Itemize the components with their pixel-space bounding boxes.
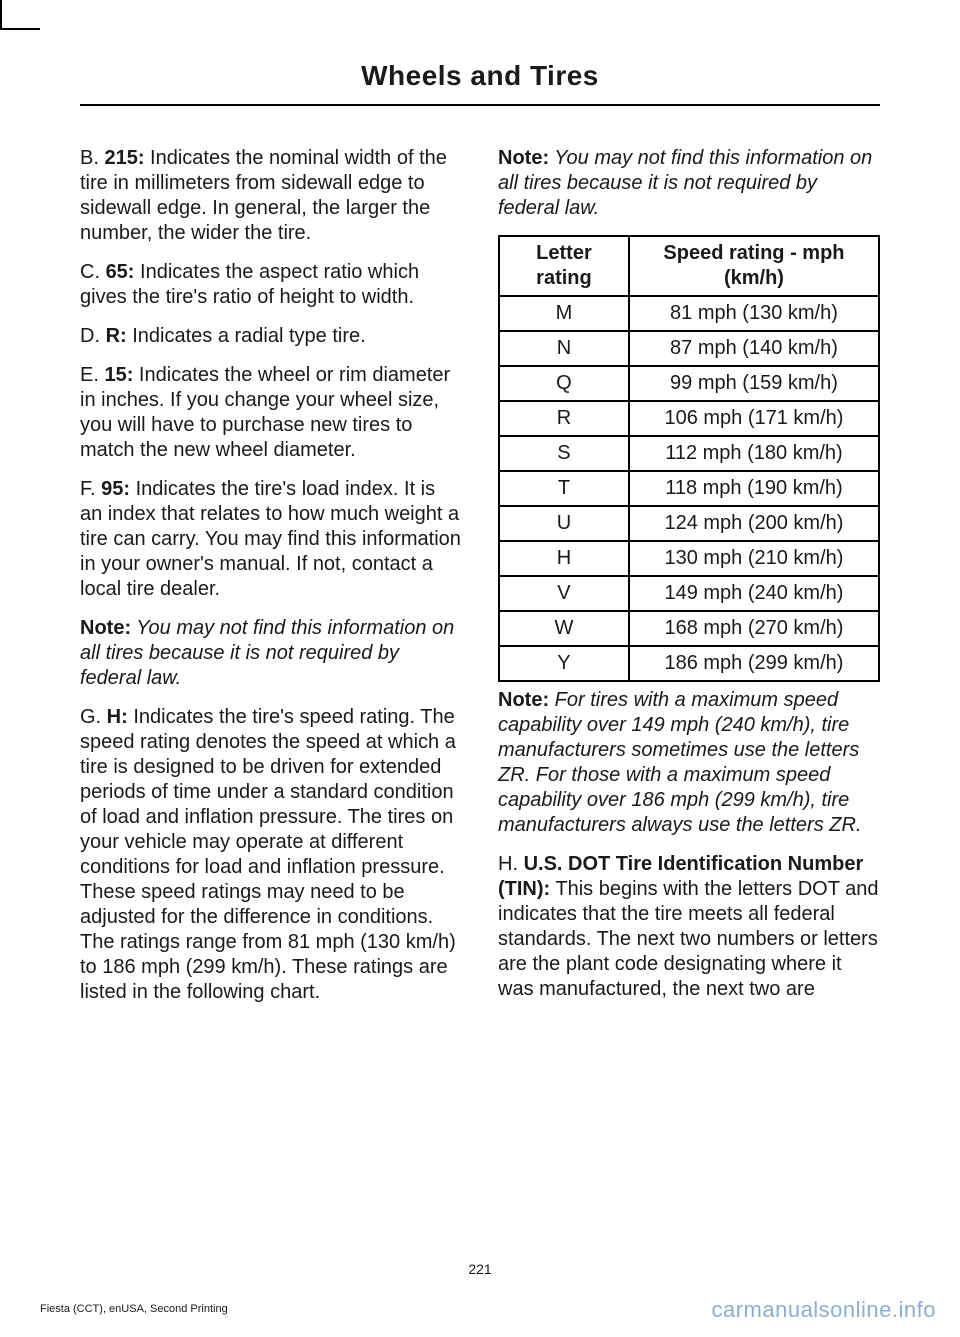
note-text: You may not find this information on all…: [80, 617, 454, 689]
note-label: Note:: [80, 617, 131, 639]
note-label: Note:: [498, 689, 549, 711]
prefix: F.: [80, 478, 101, 500]
table-row: U124 mph (200 km/h): [499, 506, 879, 541]
cell: 168 mph (270 km/h): [629, 611, 879, 646]
table-row: M81 mph (130 km/h): [499, 296, 879, 331]
note-label: Note:: [498, 147, 549, 169]
item-e: E. 15: Indicates the wheel or rim diamet…: [80, 363, 462, 463]
cell: Q: [499, 366, 629, 401]
text: Indicates the wheel or rim diameter in i…: [80, 364, 450, 461]
speed-rating-table: Letter rating Speed rating - mph (km/h) …: [498, 235, 880, 682]
columns: B. 215: Indicates the nominal width of t…: [80, 146, 880, 1019]
table-row: S112 mph (180 km/h): [499, 436, 879, 471]
note-text: You may not find this information on all…: [498, 147, 872, 219]
cell: 118 mph (190 km/h): [629, 471, 879, 506]
page-number: 221: [0, 1261, 960, 1277]
prefix: C.: [80, 261, 106, 283]
text: Indicates the tire's speed rating. The s…: [80, 706, 456, 1003]
text: Indicates the tire's load index. It is a…: [80, 478, 461, 600]
table-row: T118 mph (190 km/h): [499, 471, 879, 506]
cell: M: [499, 296, 629, 331]
code: R:: [106, 325, 127, 347]
table-header-row: Letter rating Speed rating - mph (km/h): [499, 236, 879, 296]
table-row: V149 mph (240 km/h): [499, 576, 879, 611]
prefix: H.: [498, 853, 524, 875]
table-body: M81 mph (130 km/h) N87 mph (140 km/h) Q9…: [499, 296, 879, 681]
item-d: D. R: Indicates a radial type tire.: [80, 324, 462, 349]
cell: N: [499, 331, 629, 366]
item-f: F. 95: Indicates the tire's load index. …: [80, 477, 462, 602]
cell: 186 mph (299 km/h): [629, 646, 879, 681]
text: Indicates a radial type tire.: [127, 325, 366, 347]
code: 95:: [101, 478, 130, 500]
cell: R: [499, 401, 629, 436]
note-2: Note: You may not find this information …: [498, 146, 880, 221]
note-3: Note: For tires with a maximum speed cap…: [498, 688, 880, 838]
cell: S: [499, 436, 629, 471]
note-text: For tires with a maximum speed capabilit…: [498, 689, 861, 836]
cell: W: [499, 611, 629, 646]
table-row: Y186 mph (299 km/h): [499, 646, 879, 681]
footer-left: Fiesta (CCT), enUSA, Second Printing: [40, 1303, 228, 1315]
cell: 87 mph (140 km/h): [629, 331, 879, 366]
cell: 81 mph (130 km/h): [629, 296, 879, 331]
cell: Y: [499, 646, 629, 681]
item-b: B. 215: Indicates the nominal width of t…: [80, 146, 462, 246]
code: 65:: [106, 261, 135, 283]
table-row: W168 mph (270 km/h): [499, 611, 879, 646]
watermark: carmanualsonline.info: [711, 1297, 936, 1323]
cell: 106 mph (171 km/h): [629, 401, 879, 436]
prefix: B.: [80, 147, 104, 169]
table-row: R106 mph (171 km/h): [499, 401, 879, 436]
cell: V: [499, 576, 629, 611]
th-letter: Letter rating: [499, 236, 629, 296]
code: 215:: [104, 147, 144, 169]
th-speed: Speed rating - mph (km/h): [629, 236, 879, 296]
cell: 99 mph (159 km/h): [629, 366, 879, 401]
cell: 149 mph (240 km/h): [629, 576, 879, 611]
item-g: G. H: Indicates the tire's speed rating.…: [80, 705, 462, 1005]
text: This begins with the letters DOT and ind…: [498, 878, 879, 1000]
cell: H: [499, 541, 629, 576]
right-column: Note: You may not find this information …: [498, 146, 880, 1019]
table-row: H130 mph (210 km/h): [499, 541, 879, 576]
cell: 130 mph (210 km/h): [629, 541, 879, 576]
cell: 112 mph (180 km/h): [629, 436, 879, 471]
table-row: N87 mph (140 km/h): [499, 331, 879, 366]
left-column: B. 215: Indicates the nominal width of t…: [80, 146, 462, 1019]
cell: U: [499, 506, 629, 541]
item-c: C. 65: Indicates the aspect ratio which …: [80, 260, 462, 310]
prefix: D.: [80, 325, 106, 347]
cell: 124 mph (200 km/h): [629, 506, 879, 541]
corner-mark: [0, 0, 40, 30]
prefix: E.: [80, 364, 104, 386]
cell: T: [499, 471, 629, 506]
code: H:: [107, 706, 128, 728]
note-1: Note: You may not find this information …: [80, 616, 462, 691]
page-content: Wheels and Tires B. 215: Indicates the n…: [0, 0, 960, 1019]
page-title: Wheels and Tires: [80, 60, 880, 106]
item-h: H. U.S. DOT Tire Identification Number (…: [498, 852, 880, 1002]
table-row: Q99 mph (159 km/h): [499, 366, 879, 401]
prefix: G.: [80, 706, 107, 728]
code: 15:: [104, 364, 133, 386]
